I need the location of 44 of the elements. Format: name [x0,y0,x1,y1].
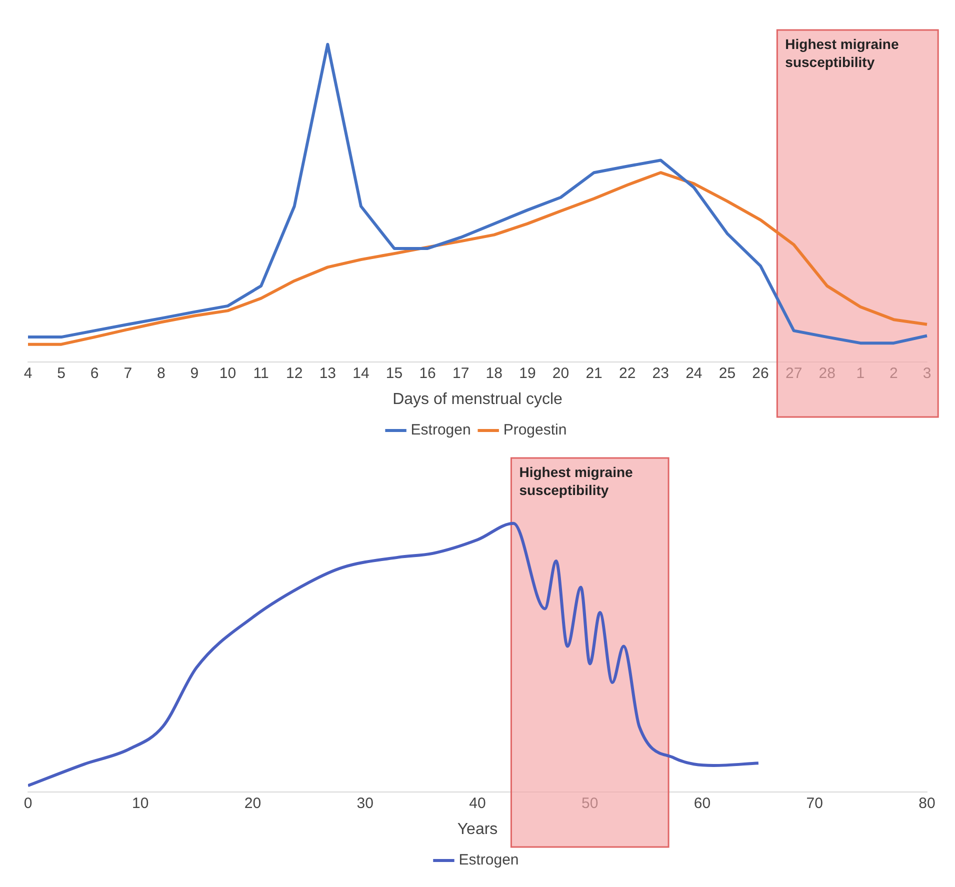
x-tick-label: 28 [818,364,836,382]
x-tick-label: 5 [57,364,66,382]
x-tick-label: 0 [24,794,32,812]
x-tick-label: 3 [922,364,932,382]
x-tick-label: 13 [319,364,336,382]
x-tick-label: 25 [718,364,736,382]
x-tick-label: 10 [132,794,149,812]
x-tick-label: 20 [244,794,262,812]
legend-label: Progestin [503,422,567,439]
x-tick-label: 16 [419,364,436,382]
x-axis-title: Days of menstrual cycle [392,390,563,408]
x-tick-label: 19 [519,364,536,382]
x-tick-label: 70 [806,794,823,812]
x-tick-label: 6 [90,364,99,382]
x-tick-label: 1 [856,364,865,382]
legend-label: Estrogen [458,852,519,869]
x-tick-label: 20 [552,364,570,382]
x-axis-title: Years [457,820,498,838]
x-tick-label: 60 [694,794,711,812]
x-tick-label: 26 [752,364,769,382]
x-tick-label: 30 [356,794,374,812]
legend-label: Estrogen [410,422,471,439]
x-tick-label: 23 [652,364,669,382]
x-tick-label: 12 [286,364,303,382]
x-tick-label: 18 [486,364,502,382]
band-label: Highest migraine susceptibility [785,36,899,70]
x-tick-label: 21 [586,364,602,382]
x-tick-label: 27 [785,364,802,382]
x-tick-label: 24 [686,364,702,382]
x-tick-label: 14 [352,364,370,382]
x-tick-label: 9 [190,364,199,382]
x-tick-label: 11 [253,364,269,382]
x-tick-label: 17 [452,364,470,382]
band-label: Highest migraine susceptibility [519,464,634,498]
x-tick-label: 22 [618,364,636,382]
x-tick-label: 8 [157,364,166,382]
x-tick-label: 50 [582,794,598,812]
x-tick-label: 80 [918,794,936,812]
x-tick-label: 7 [124,364,132,382]
x-tick-label: 10 [219,364,236,382]
x-tick-label: 2 [890,364,898,382]
x-tick-label: 15 [386,364,403,382]
x-tick-label: 40 [469,794,486,812]
x-tick-label: 4 [24,364,32,382]
